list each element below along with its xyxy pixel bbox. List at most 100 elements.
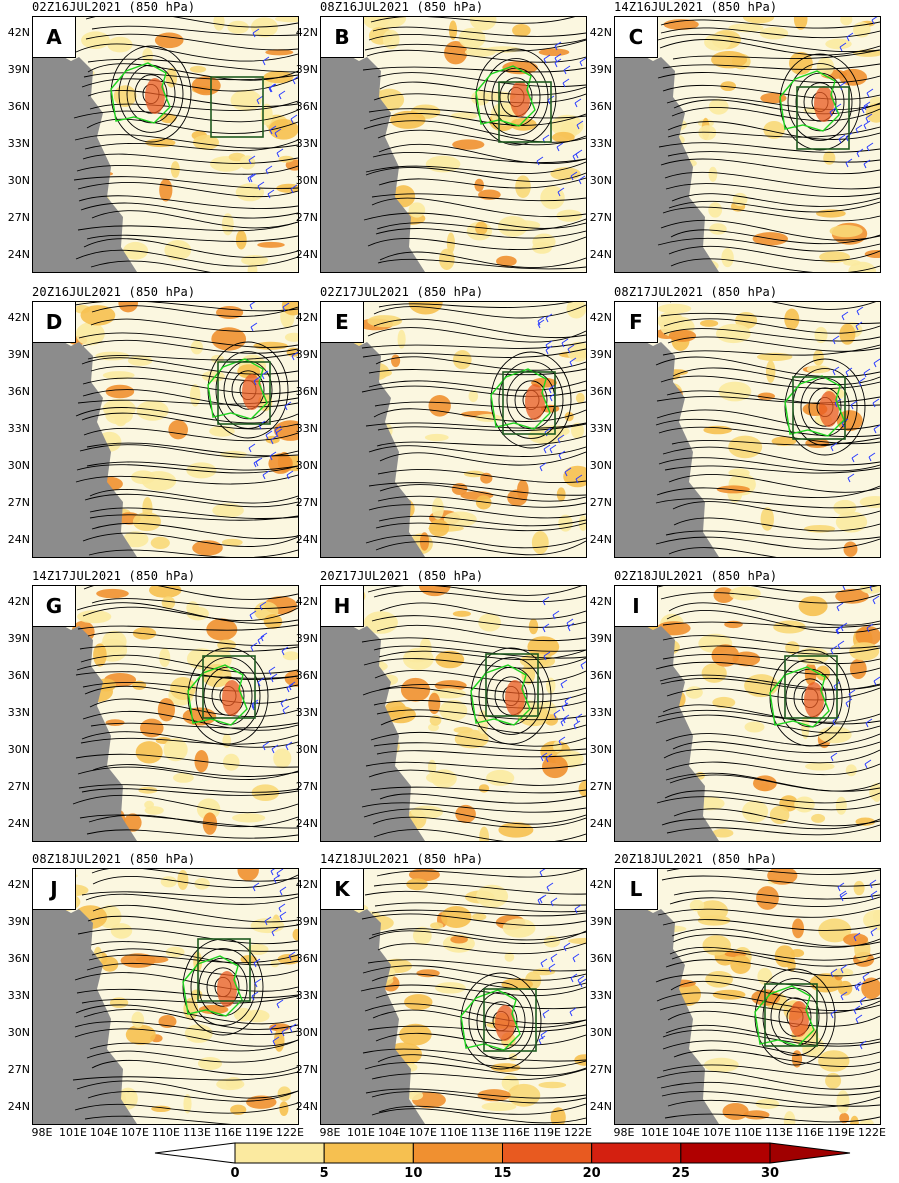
streamline — [374, 401, 586, 409]
map-canvas — [615, 302, 880, 557]
wind-barb — [836, 602, 844, 612]
streamline — [665, 772, 880, 792]
precip-shade — [399, 1023, 432, 1046]
map-panel-a: A — [32, 16, 299, 273]
wind-barb — [279, 911, 287, 921]
streamline — [91, 305, 298, 317]
wind-barb — [271, 744, 279, 754]
terrain-mask — [321, 51, 425, 272]
precip-core — [505, 680, 525, 716]
wind-barb — [853, 1005, 861, 1015]
terrain-mask — [33, 903, 137, 1124]
precip-shade — [107, 36, 133, 53]
panel-title: 20Z16JUL2021 (850 hPa) — [32, 285, 196, 299]
vortex-streamline — [206, 967, 240, 1007]
precip-shade — [284, 332, 298, 342]
wind-barb — [870, 890, 878, 900]
precip-shade — [183, 997, 199, 1020]
streamline — [672, 501, 880, 518]
precip-shade — [794, 796, 815, 813]
streamline — [657, 586, 878, 593]
wind-barb — [542, 1009, 550, 1019]
wind-barb — [866, 88, 874, 98]
panel-letter: H — [321, 586, 364, 627]
wind-barb — [285, 741, 293, 751]
wind-barb — [538, 1035, 546, 1045]
streamline — [377, 258, 586, 270]
precip-shade — [839, 1112, 850, 1124]
y-tick-label: 42N — [7, 595, 30, 608]
precip-shade — [135, 741, 163, 764]
y-tick-label: 24N — [295, 817, 318, 830]
x-tick-label: 113E — [765, 1126, 793, 1139]
wind-barb — [871, 17, 878, 25]
y-tick-label: 39N — [7, 915, 30, 928]
streamline — [373, 408, 586, 422]
wind-barb — [543, 444, 551, 454]
streamline — [373, 591, 586, 602]
streamline — [84, 139, 298, 152]
wind-barb — [539, 462, 547, 472]
wind-barb — [557, 434, 565, 444]
precip-shade — [816, 57, 835, 77]
colorbar-extend-high — [769, 1142, 851, 1164]
streamline — [379, 251, 586, 268]
panel-letter: B — [321, 17, 364, 58]
wind-barb — [839, 890, 847, 900]
wind-barb — [866, 623, 874, 633]
y-tick-label: 39N — [7, 63, 30, 76]
map-panel-e: E — [320, 301, 587, 558]
precip-shade — [476, 884, 509, 908]
basin-outline — [490, 368, 551, 430]
precip-shade — [787, 957, 796, 972]
streamline — [671, 107, 880, 122]
vortex-streamline — [460, 972, 542, 1070]
precip-shade — [839, 323, 856, 345]
streamline — [364, 1062, 586, 1076]
streamline — [377, 495, 586, 508]
precip-shade — [212, 503, 244, 518]
precip-shade — [159, 648, 171, 667]
vortex-streamline — [118, 55, 184, 133]
y-tick-label: 36N — [589, 952, 612, 965]
precip-shade — [721, 248, 734, 268]
streamline — [368, 34, 586, 45]
precip-shade — [454, 729, 489, 749]
map-panel-d: D — [32, 301, 299, 558]
precip-shade — [728, 435, 763, 459]
analysis-box — [217, 361, 271, 425]
precip-shade — [441, 906, 472, 928]
precip-shade — [507, 1083, 541, 1107]
wind-barb — [851, 453, 859, 463]
streamline — [361, 802, 586, 813]
y-tick-label: 27N — [295, 496, 318, 509]
streamline — [368, 930, 586, 944]
wind-barb — [276, 999, 284, 1009]
y-tick-label: 24N — [589, 248, 612, 261]
precip-shade — [728, 468, 750, 477]
y-tick-label: 36N — [7, 669, 30, 682]
x-tick-label: 107E — [409, 1126, 437, 1139]
streamline — [371, 909, 586, 917]
streamline — [90, 722, 298, 729]
streamline — [658, 426, 880, 445]
wind-barb — [288, 681, 296, 691]
precip-shade — [273, 1029, 285, 1052]
streamline — [667, 1096, 880, 1108]
wind-barb — [838, 134, 846, 144]
streamline — [86, 442, 298, 457]
streamline — [667, 126, 880, 138]
precip-shade — [136, 400, 169, 421]
wind-barb — [562, 78, 570, 88]
streamline — [365, 167, 586, 182]
x-tick-label: 104E — [378, 1126, 406, 1139]
precip-shade — [713, 587, 735, 603]
wind-barb — [265, 430, 273, 440]
streamline — [378, 143, 586, 164]
wind-barb — [269, 1024, 277, 1034]
y-tick-label: 33N — [589, 989, 612, 1002]
streamline — [660, 158, 880, 175]
streamline — [378, 302, 573, 308]
y-tick-label: 33N — [7, 989, 30, 1002]
streamline — [91, 522, 298, 540]
